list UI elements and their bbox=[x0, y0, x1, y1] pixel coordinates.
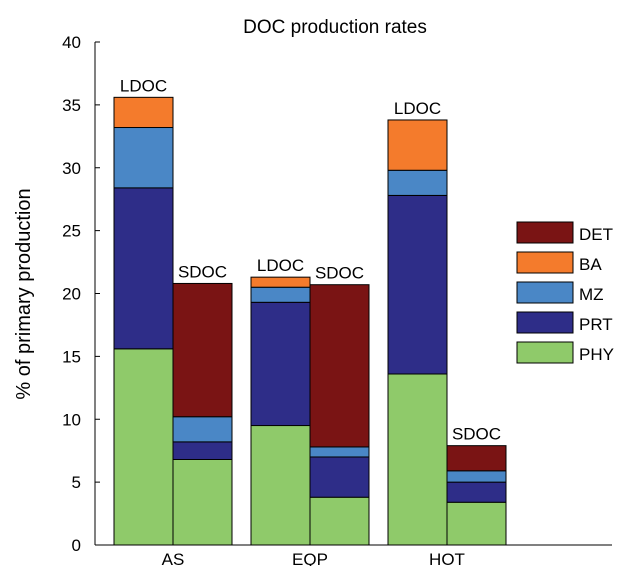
legend-label-mz: MZ bbox=[579, 285, 604, 304]
bar-segment-as-ldoc-prt bbox=[113, 187, 174, 350]
legend-swatch-ba bbox=[516, 251, 574, 274]
legend-swatch-mz bbox=[516, 281, 574, 304]
legend-label-ba: BA bbox=[579, 255, 602, 274]
x-tick-label: EQP bbox=[292, 550, 328, 566]
bar-label-hot-ldoc: LDOC bbox=[394, 99, 441, 118]
y-tick-label: 5 bbox=[72, 473, 81, 492]
bar-segment-eqp-ldoc-mz bbox=[250, 286, 311, 303]
legend-swatch-det bbox=[516, 221, 574, 244]
bar-segment-eqp-sdoc-mz bbox=[309, 446, 370, 458]
legend-label-prt: PRT bbox=[579, 315, 613, 334]
bar-segment-hot-ldoc-mz bbox=[387, 169, 448, 196]
y-tick-label: 20 bbox=[62, 285, 81, 304]
bar-segment-eqp-ldoc-prt bbox=[250, 301, 311, 427]
y-tick-label: 35 bbox=[62, 96, 81, 115]
x-tick-label: AS bbox=[162, 550, 185, 566]
legend-swatch-prt bbox=[516, 311, 574, 334]
bars-group bbox=[113, 96, 507, 546]
y-tick-label: 40 bbox=[62, 33, 81, 52]
bar-label-as-ldoc: LDOC bbox=[120, 76, 167, 95]
bar-segment-as-ldoc-phy bbox=[113, 348, 174, 546]
legend: DET BA MZ PRT PHY bbox=[516, 221, 614, 364]
bar-segment-eqp-ldoc-phy bbox=[250, 425, 311, 546]
bar-label-eqp-ldoc: LDOC bbox=[257, 256, 304, 275]
bar-label-eqp-sdoc: SDOC bbox=[315, 264, 364, 283]
y-tick-label: 30 bbox=[62, 159, 81, 178]
bar-segment-hot-sdoc-mz bbox=[446, 470, 507, 483]
bar-segment-as-sdoc-prt bbox=[172, 441, 233, 460]
bar-segment-as-ldoc-mz bbox=[113, 127, 174, 189]
bar-label-as-sdoc: SDOC bbox=[178, 262, 227, 281]
bar-segment-hot-sdoc-prt bbox=[446, 481, 507, 503]
y-tick-label: 10 bbox=[62, 410, 81, 429]
chart-title: DOC production rates bbox=[243, 17, 427, 38]
x-tick-label: HOT bbox=[429, 550, 465, 566]
legend-label-det: DET bbox=[579, 225, 613, 244]
bar-segment-hot-ldoc-ba bbox=[387, 119, 448, 171]
axes-group: 0 5 10 15 20 25 30 35 40 AS EQP HOT bbox=[62, 33, 612, 566]
bar-segment-as-sdoc-phy bbox=[172, 458, 233, 546]
y-axis-title: % of primary production bbox=[13, 188, 35, 399]
bar-segment-eqp-ldoc-ba bbox=[250, 276, 311, 288]
bar-segment-hot-sdoc-phy bbox=[446, 501, 507, 546]
bar-segment-as-ldoc-ba bbox=[113, 96, 174, 129]
y-tick-label: 25 bbox=[62, 222, 81, 241]
y-tick-label: 15 bbox=[62, 347, 81, 366]
bar-segment-hot-sdoc-det bbox=[446, 445, 507, 472]
legend-swatch-phy bbox=[516, 341, 574, 364]
bar-segment-as-sdoc-mz bbox=[172, 416, 233, 443]
y-tick-label: 0 bbox=[72, 536, 81, 555]
legend-label-phy: PHY bbox=[579, 345, 614, 364]
bar-segment-eqp-sdoc-det bbox=[309, 284, 370, 448]
bar-segment-as-sdoc-det bbox=[172, 282, 233, 418]
bar-segment-eqp-sdoc-phy bbox=[309, 496, 370, 546]
bar-segment-hot-ldoc-phy bbox=[387, 373, 448, 546]
bar-segment-hot-ldoc-prt bbox=[387, 194, 448, 375]
bar-segment-eqp-sdoc-prt bbox=[309, 456, 370, 498]
bar-labels-group: LDOC SDOC LDOC SDOC LDOC SDOC bbox=[120, 76, 501, 443]
bar-label-hot-sdoc: SDOC bbox=[452, 425, 501, 444]
